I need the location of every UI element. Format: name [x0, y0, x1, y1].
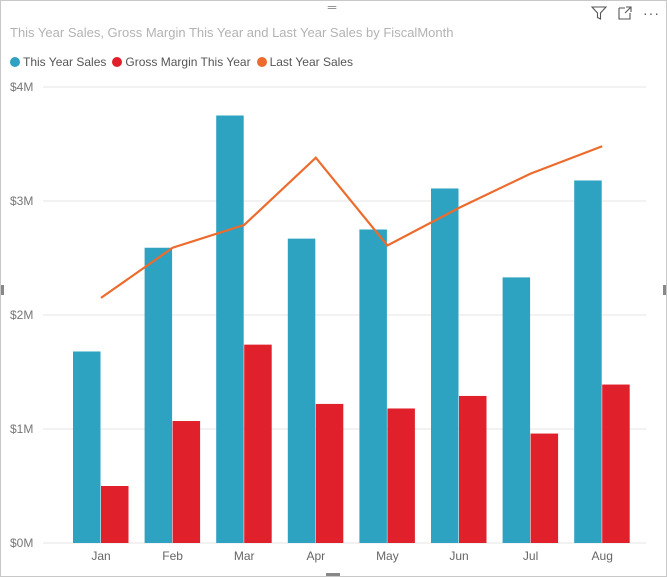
bar-this-year-sales — [144, 247, 173, 544]
y-tick-label: $1M — [10, 422, 33, 436]
legend-item[interactable]: Last Year Sales — [256, 55, 353, 69]
chart-title: This Year Sales, Gross Margin This Year … — [10, 25, 454, 40]
bar-this-year-sales — [431, 188, 459, 543]
bar-this-year-sales — [574, 180, 602, 544]
bar-gross-margin-this-year — [244, 344, 272, 543]
legend-marker — [112, 57, 123, 67]
x-tick-label: Apr — [306, 549, 325, 563]
legend: This Year Sales Gross Margin This Year Las… — [10, 55, 355, 69]
more-options-icon[interactable]: ··· — [643, 5, 660, 21]
y-tick-label: $2M — [10, 308, 33, 322]
bar-this-year-sales — [73, 351, 101, 543]
legend-marker — [256, 57, 267, 67]
x-tick-label: Feb — [162, 549, 183, 563]
bar-this-year-sales — [287, 238, 316, 543]
line-last-year-sales — [100, 145, 603, 299]
filter-icon[interactable] — [590, 5, 608, 24]
bar-this-year-sales — [216, 115, 244, 543]
x-tick-label: May — [376, 549, 399, 563]
focus-mode-icon[interactable] — [617, 5, 633, 24]
x-tick-label: Mar — [234, 549, 255, 563]
bar-gross-margin-this-year — [530, 433, 559, 543]
x-tick-label: Aug — [592, 549, 613, 563]
y-tick-label: $0M — [10, 536, 33, 550]
resize-handle-right[interactable] — [663, 285, 666, 295]
bar-gross-margin-this-year — [172, 421, 201, 543]
legend-label: This Year Sales — [23, 55, 107, 69]
x-tick-label: Jan — [91, 549, 110, 563]
legend-label: Gross Margin This Year — [125, 55, 251, 69]
bar-gross-margin-this-year — [459, 395, 487, 543]
drag-grip-icon[interactable]: ═ — [327, 0, 337, 14]
bar-gross-margin-this-year — [602, 384, 630, 543]
legend-item[interactable]: Gross Margin This Year — [112, 55, 251, 69]
resize-handle-left[interactable] — [1, 285, 4, 295]
legend-item[interactable]: This Year Sales — [10, 55, 106, 69]
y-tick-label: $3M — [10, 194, 33, 208]
y-tick-label: $4M — [10, 80, 33, 94]
resize-handle-bottom[interactable] — [326, 573, 340, 576]
bar-this-year-sales — [502, 277, 531, 543]
x-tick-label: Jun — [449, 549, 468, 563]
legend-marker — [10, 57, 20, 67]
x-tick-label: Jul — [523, 549, 538, 563]
bar-gross-margin-this-year — [315, 403, 344, 543]
legend-label: Last Year Sales — [269, 55, 353, 69]
bar-gross-margin-this-year — [101, 486, 129, 543]
bar-gross-margin-this-year — [387, 408, 415, 543]
bar-this-year-sales — [359, 229, 387, 543]
